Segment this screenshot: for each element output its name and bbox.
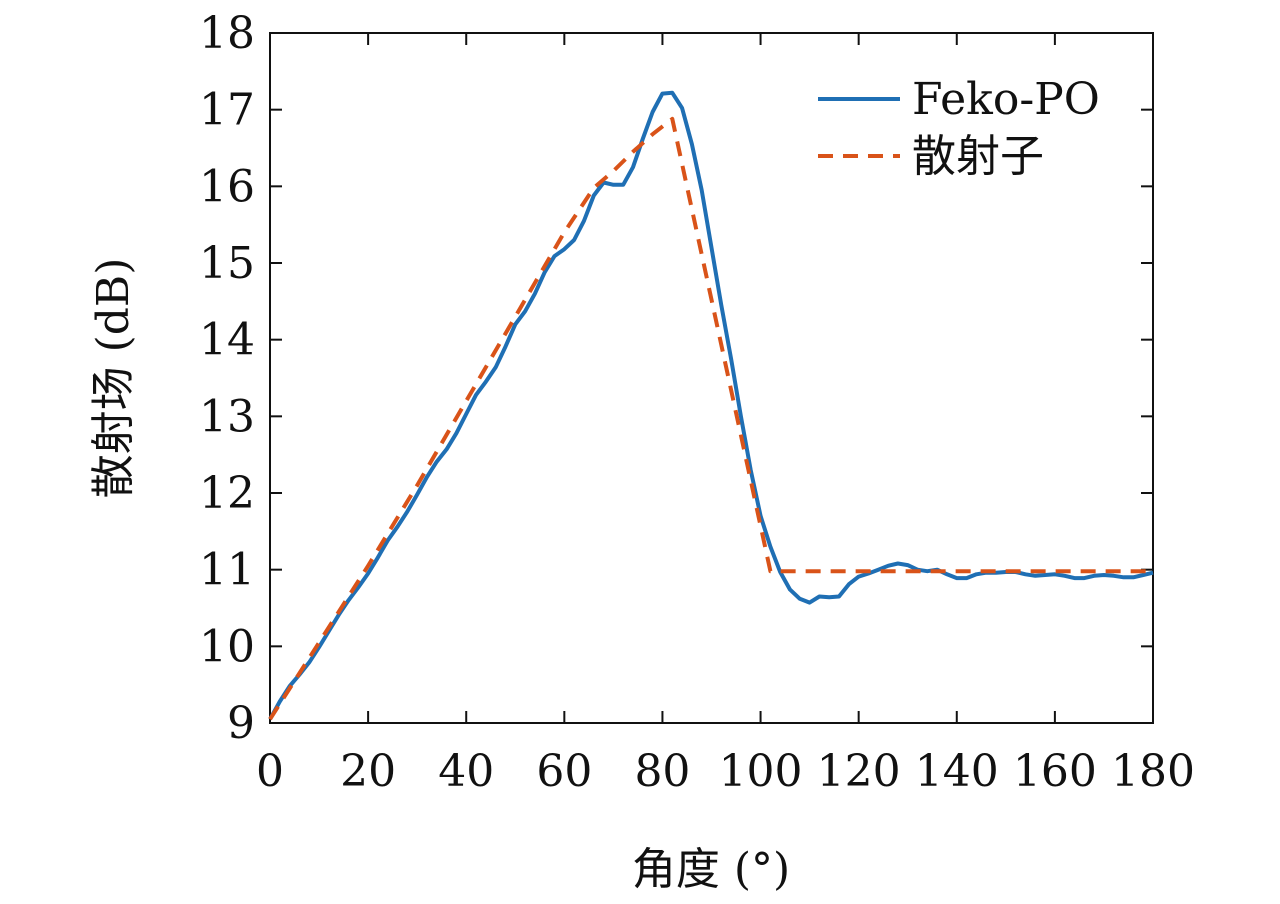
x-tick-label: 160 bbox=[1013, 746, 1097, 797]
plot-area-border bbox=[269, 32, 1154, 724]
x-tick-label: 0 bbox=[256, 746, 284, 797]
y-axis-ticks: 9 10 11 12 13 14 15 16 17 18 bbox=[199, 8, 1153, 749]
y-tick-label: 9 bbox=[227, 698, 255, 749]
series-layer bbox=[268, 90, 1154, 721]
x-tick-label: 100 bbox=[719, 746, 803, 797]
legend-label: Feko-PO bbox=[912, 74, 1100, 125]
legend-label: 散射子 bbox=[912, 131, 1044, 182]
y-tick-label: 12 bbox=[199, 468, 255, 519]
x-tick-label: 120 bbox=[817, 746, 901, 797]
y-tick-label: 18 bbox=[199, 8, 255, 59]
x-axis-title: 角度 (°) bbox=[632, 844, 790, 895]
y-tick-label: 14 bbox=[199, 315, 255, 366]
x-tick-label: 80 bbox=[634, 746, 690, 797]
x-tick-label: 60 bbox=[536, 746, 592, 797]
x-tick-label: 40 bbox=[438, 746, 494, 797]
y-tick-label: 15 bbox=[199, 238, 255, 289]
y-axis-title: 散射场 (dB) bbox=[88, 258, 139, 499]
x-tick-label: 180 bbox=[1111, 746, 1195, 797]
plot-frame bbox=[269, 32, 1154, 724]
y-tick-label: 10 bbox=[199, 621, 255, 672]
y-tick-label: 11 bbox=[199, 545, 255, 596]
y-tick-label: 16 bbox=[199, 161, 255, 212]
x-tick-label: 20 bbox=[340, 746, 396, 797]
y-tick-label: 17 bbox=[199, 85, 255, 136]
x-axis-ticks: 0 20 40 60 80 100 120 140 160 180 bbox=[256, 33, 1195, 797]
legend: Feko-PO 散射子 bbox=[818, 74, 1100, 182]
x-tick-label: 140 bbox=[915, 746, 999, 797]
y-tick-label: 13 bbox=[199, 391, 255, 442]
